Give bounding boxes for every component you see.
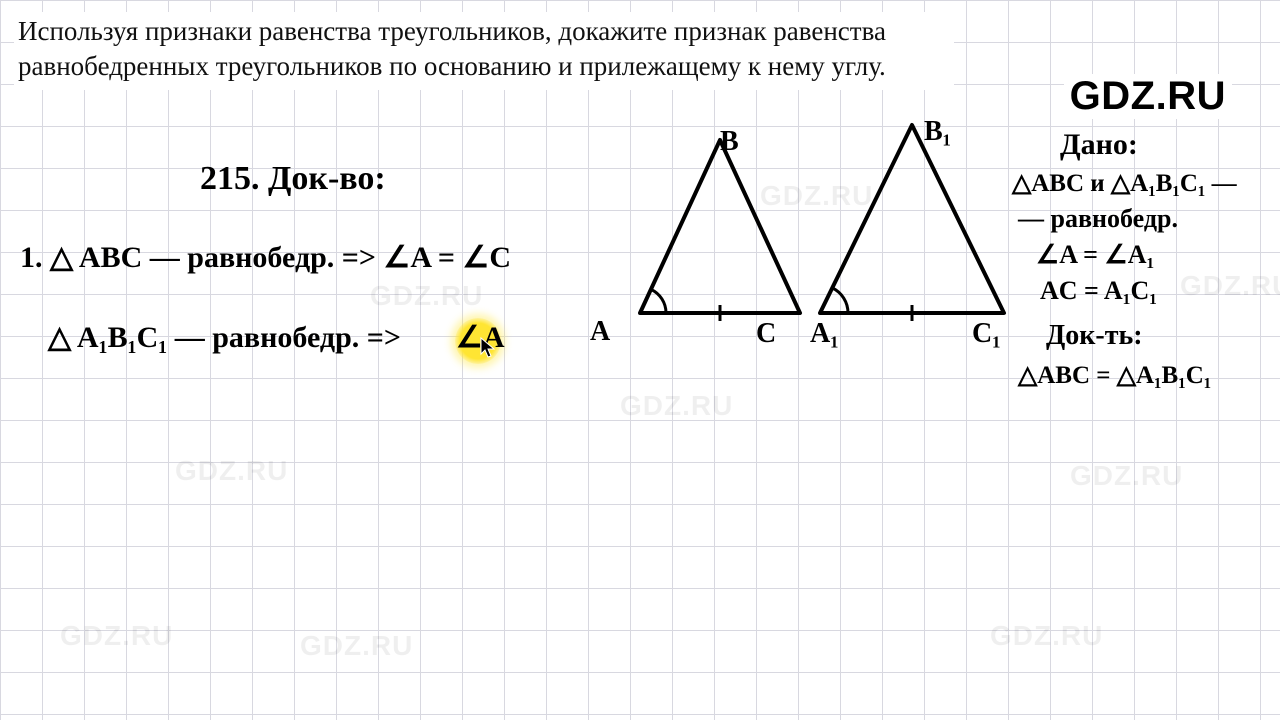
vertex-label: B — [720, 126, 739, 158]
vertex-label: A₁ — [810, 318, 839, 350]
vertex-label: C — [756, 318, 776, 350]
vertex-label: B₁ — [924, 116, 951, 148]
vertex-label: A — [590, 316, 610, 348]
triangles-diagram — [0, 0, 1280, 720]
vertex-label: C₁ — [972, 318, 1001, 350]
